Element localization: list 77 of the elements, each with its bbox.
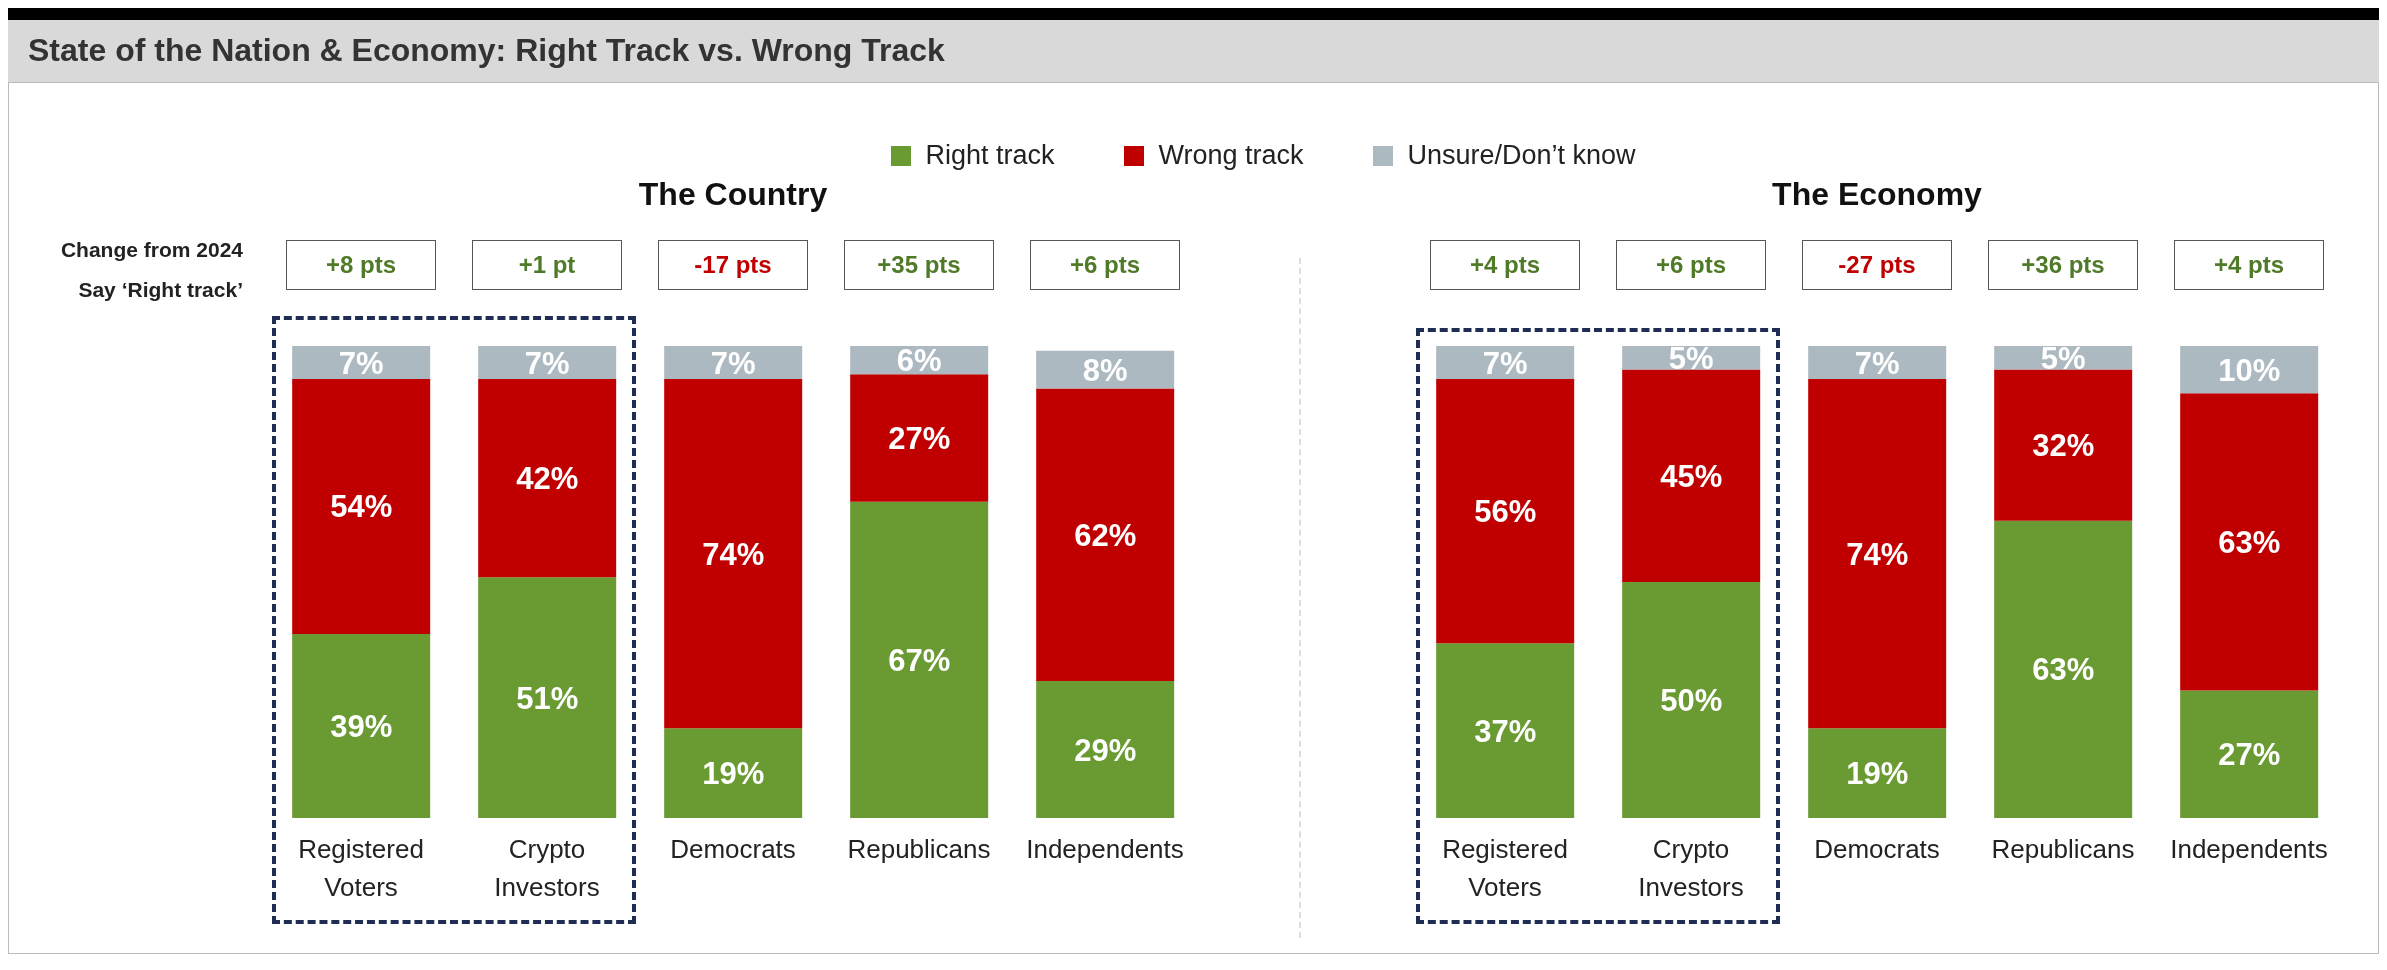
data-label: 62% (1074, 517, 1137, 553)
data-label: 74% (1846, 536, 1909, 572)
data-label: 29% (1074, 732, 1137, 768)
bar (664, 379, 803, 729)
bar (2180, 393, 2319, 691)
data-label: 63% (2218, 524, 2281, 560)
x-tick-label: Democrats (1814, 834, 1940, 864)
bar (1994, 520, 2133, 818)
bar (1994, 369, 2133, 521)
x-tick-label: Crypto Investors (1638, 834, 1744, 902)
data-label: 19% (1846, 756, 1909, 792)
data-label: 27% (2218, 737, 2281, 773)
data-label: 7% (338, 345, 384, 381)
bar (1622, 369, 1761, 582)
text: -27 pts (1802, 240, 1952, 290)
x-tick-label: Crypto Investors (494, 834, 600, 902)
data-label: 5% (1668, 340, 1714, 376)
data-label: 7% (524, 345, 570, 381)
data-label: 6% (896, 343, 942, 379)
text: +4 pts (1430, 240, 1580, 290)
text: -17 pts (658, 240, 808, 290)
data-label: 5% (2040, 340, 2086, 376)
data-label: 8% (1082, 352, 1128, 388)
data-label: 19% (702, 756, 765, 792)
bar (478, 577, 617, 818)
chart-title: The Country (637, 176, 829, 213)
text: Change from 2024 Say ‘Right track’ (59, 237, 243, 303)
text: +35 pts (844, 240, 994, 290)
data-label: 7% (1854, 345, 1900, 381)
data-label: 67% (888, 642, 951, 678)
text: +6 pts (1030, 240, 1180, 290)
bar (292, 633, 431, 818)
data-label: 32% (2032, 428, 2095, 464)
data-label: 51% (516, 680, 579, 716)
text: +8 pts (286, 240, 436, 290)
bar (1036, 388, 1175, 682)
bar (1436, 643, 1575, 818)
text: +1 pt (472, 240, 622, 290)
bar (1622, 582, 1761, 818)
bar (1436, 379, 1575, 644)
data-label: 37% (1474, 713, 1537, 749)
data-label: 50% (1660, 683, 1723, 718)
bar (2180, 690, 2319, 818)
x-tick-label: Democrats (670, 834, 796, 864)
data-label: 45% (1660, 458, 1723, 494)
legend-label: Right track (925, 140, 1055, 171)
bar (850, 501, 989, 818)
data-label: 74% (702, 536, 765, 572)
data-label: 63% (2032, 652, 2095, 688)
data-label: 39% (330, 708, 393, 744)
bar (478, 379, 617, 578)
x-tick-label: Republicans (1991, 834, 2135, 864)
data-label: 42% (516, 461, 579, 497)
data-label: 56% (1474, 494, 1537, 530)
data-label: 7% (1482, 345, 1528, 381)
x-tick-label: Republicans (847, 834, 991, 864)
x-tick-label: Independents (2170, 834, 2328, 864)
bar (292, 379, 431, 634)
bar (664, 728, 803, 818)
text: +6 pts (1616, 240, 1766, 290)
data-label: 54% (330, 489, 393, 525)
legend-label: Wrong track (1158, 140, 1304, 171)
bar (1808, 728, 1947, 818)
text: State of the Nation & Economy: Right Track vs. Wrong Track (28, 32, 945, 69)
data-label: 27% (888, 421, 951, 457)
bar (1036, 681, 1175, 818)
legend-label: Unsure/Don’t know (1407, 140, 1636, 171)
x-tick-label: Independents (1026, 834, 1184, 864)
bar (850, 374, 989, 502)
text: +4 pts (2174, 240, 2324, 290)
text: +36 pts (1988, 240, 2138, 290)
bar (1808, 379, 1947, 729)
x-tick-label: Registered Voters (298, 834, 424, 902)
data-label: 7% (710, 345, 756, 381)
chart-title: The Economy (1771, 176, 1983, 213)
data-label: 10% (2218, 352, 2281, 388)
x-tick-label: Registered Voters (1442, 834, 1568, 902)
